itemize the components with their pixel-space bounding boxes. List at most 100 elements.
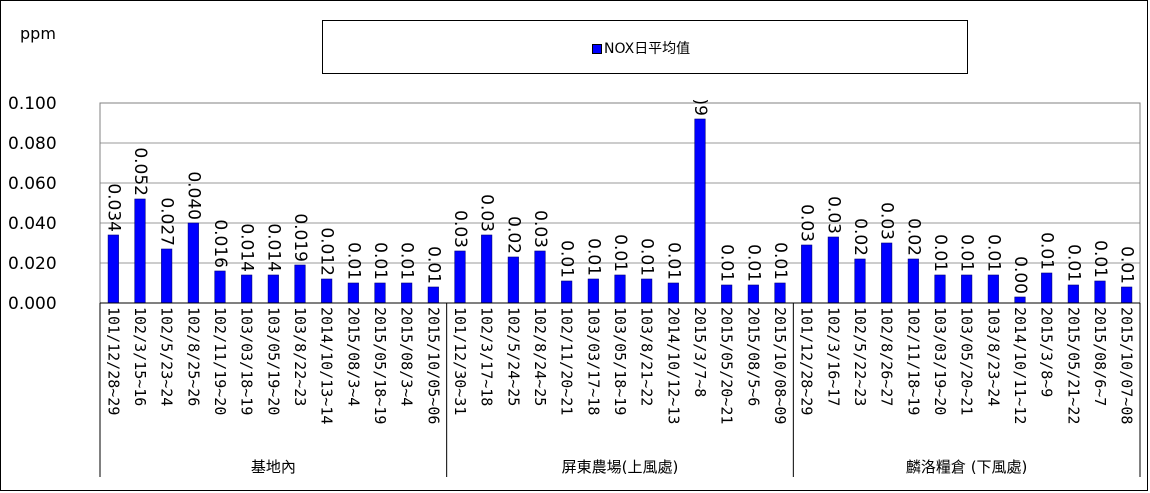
bar <box>1014 296 1026 304</box>
x-tick-label: 101/12/30~31 <box>451 307 469 415</box>
data-label: 0.01 <box>743 244 763 282</box>
x-tick-label: 103/05/19~20 <box>264 307 282 415</box>
data-label: 0.016 <box>210 219 230 268</box>
bar <box>827 236 839 304</box>
x-tick-label: 102/3/16~17 <box>824 307 842 406</box>
data-label: 0.01 <box>930 234 950 272</box>
x-tick-label: 2014/10/13~14 <box>318 307 336 424</box>
x-tick-label: 102/3/15~16 <box>131 307 149 406</box>
data-label: 0.01 <box>957 234 977 272</box>
bar <box>961 274 973 304</box>
y-axis-unit-label: ppm <box>20 24 56 43</box>
data-label: 0.01 <box>610 234 630 272</box>
group-label: 麟洛糧倉 (下風處) <box>906 458 1027 476</box>
bar <box>721 284 733 304</box>
x-tick-label: 102/3/17~18 <box>478 307 496 406</box>
data-label: 0.01 <box>770 242 790 280</box>
x-tick-label: 102/8/26~27 <box>878 307 896 406</box>
data-label: 0.03 <box>477 194 497 232</box>
legend: NOX日平均值 <box>322 20 968 74</box>
x-tick-label: 2015/08/5~6 <box>744 307 762 406</box>
bar <box>214 270 226 304</box>
y-tick-label: 0.100 <box>8 94 57 114</box>
x-tick-label: 2015/05/18~19 <box>371 307 389 424</box>
legend-swatch <box>592 44 602 54</box>
data-label: 0.040 <box>183 171 203 220</box>
bar <box>667 282 679 304</box>
bar <box>454 250 466 304</box>
x-tick-label: 2015/05/20~21 <box>718 307 736 424</box>
x-tick-label: 2015/08/6~7 <box>1091 307 1109 406</box>
x-tick-label: 2015/10/05~06 <box>424 307 442 424</box>
data-label: 0.01 <box>423 246 443 284</box>
x-tick-label: 102/11/20~21 <box>558 307 576 415</box>
bar <box>534 250 546 304</box>
bar <box>587 278 599 304</box>
x-tick-label: 2015/08/3~4 <box>398 307 416 406</box>
x-tick-label: 102/5/23~24 <box>158 307 176 406</box>
bar <box>481 234 493 304</box>
group-label: 屏東農場(上風處) <box>562 458 679 476</box>
y-tick-label: 0.020 <box>8 254 57 274</box>
data-label: 0.00 <box>1010 256 1030 294</box>
bar <box>161 248 173 304</box>
bar <box>507 256 519 304</box>
legend-label: NOX日平均值 <box>604 41 691 57</box>
x-tick-label: 101/12/28~29 <box>798 307 816 415</box>
data-label: 0.01 <box>717 244 737 282</box>
data-label: 0.02 <box>850 218 870 256</box>
data-label: 0.01 <box>663 242 683 280</box>
bar <box>321 278 333 304</box>
bar <box>854 258 866 304</box>
x-tick-label: 103/03/18~19 <box>238 307 256 415</box>
x-tick-label: 103/03/19~20 <box>931 307 949 415</box>
data-label: 0.01 <box>583 238 603 276</box>
y-tick-label: 0.060 <box>8 174 57 194</box>
bar <box>907 258 919 304</box>
bar <box>347 282 359 304</box>
data-label: 0.01 <box>983 234 1003 272</box>
data-label: 0.01 <box>343 242 363 280</box>
bar <box>641 278 653 304</box>
data-label: 0.01 <box>1037 232 1057 270</box>
bar <box>614 274 626 304</box>
x-tick-label: 2014/10/12~13 <box>664 307 682 424</box>
x-tick-label: 103/05/18~19 <box>611 307 629 415</box>
bar <box>747 284 759 304</box>
x-tick-label: 103/8/22~23 <box>291 307 309 406</box>
data-label: 0.019 <box>290 213 310 262</box>
data-label: 0.01 <box>637 238 657 276</box>
x-tick-label: 102/5/22~23 <box>851 307 869 406</box>
bar <box>694 118 706 304</box>
x-tick-label: 2015/05/21~22 <box>1064 307 1082 424</box>
data-label: 0.01 <box>1117 246 1137 284</box>
bar <box>801 244 813 304</box>
data-label: 0.03 <box>823 196 843 234</box>
y-tick-label: 0.080 <box>8 134 57 154</box>
data-label: 0.03 <box>797 204 817 242</box>
data-label: 0.014 <box>237 223 257 272</box>
x-tick-label: 2015/10/08~09 <box>771 307 789 424</box>
x-tick-label: 103/03/17~18 <box>584 307 602 415</box>
x-tick-label: 2015/3/8~9 <box>1038 307 1056 397</box>
bar <box>1121 286 1133 304</box>
data-label: 0.02 <box>903 218 923 256</box>
data-label: 0.027 <box>157 197 177 246</box>
data-label: 0.03 <box>877 202 897 240</box>
data-label: 0.03 <box>530 210 550 248</box>
x-tick-label: 102/11/19~20 <box>211 307 229 415</box>
x-tick-label: 2014/10/11~12 <box>1011 307 1029 424</box>
plot-area <box>99 102 1141 304</box>
data-label: 0.01 <box>397 242 417 280</box>
bar <box>294 264 306 304</box>
y-tick-label: 0.000 <box>8 294 57 314</box>
bar <box>1041 272 1053 304</box>
data-label: 0.012 <box>317 227 337 276</box>
bar <box>934 274 946 304</box>
x-tick-label: 2015/10/07~08 <box>1118 307 1136 424</box>
x-tick-label: 102/11/18~19 <box>904 307 922 415</box>
x-tick-label: 102/8/25~26 <box>184 307 202 406</box>
x-tick-label: 103/05/20~21 <box>958 307 976 415</box>
x-tick-label: 103/8/23~24 <box>984 307 1002 406</box>
bar <box>987 274 999 304</box>
